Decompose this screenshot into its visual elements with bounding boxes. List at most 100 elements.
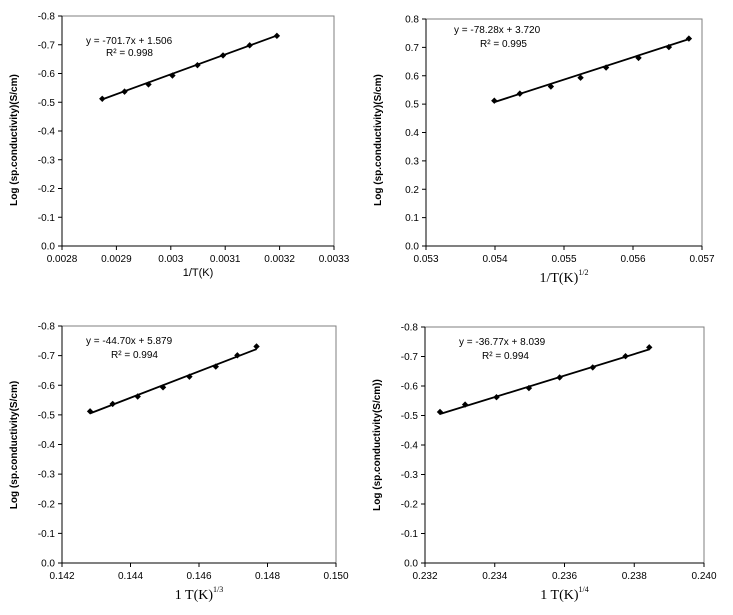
- data-point: [622, 353, 629, 360]
- x-tick-label: 0.055: [551, 254, 576, 265]
- x-axis-label-superscript: 1/2: [578, 268, 588, 277]
- data-point: [169, 72, 176, 79]
- y-tick-label: -0.6: [38, 69, 56, 80]
- y-tick-label: -0.3: [401, 470, 419, 481]
- x-axis-label-text: 1 T(K): [540, 588, 579, 603]
- data-point: [234, 352, 241, 359]
- trendline: [89, 348, 257, 415]
- y-tick-label: -0.8: [38, 322, 56, 333]
- data-point: [461, 401, 469, 408]
- y-tick-label: 0.0: [41, 559, 55, 570]
- y-tick-label: -0.2: [38, 184, 56, 195]
- y-tick-label: -0.7: [38, 40, 56, 51]
- x-axis-label-superscript: 1/3: [213, 585, 223, 594]
- x-tick-label: 0.234: [482, 571, 507, 582]
- data-point: [212, 363, 219, 370]
- y-tick-label: -0.3: [38, 155, 56, 166]
- y-tick-label: 0.5: [405, 100, 419, 111]
- x-tick-label: 0.0031: [210, 254, 241, 265]
- x-tick-label: 0.240: [691, 571, 716, 582]
- y-tick-label: -0.8: [401, 323, 419, 334]
- y-tick-label: -0.1: [38, 213, 56, 224]
- y-tick-label: -0.5: [401, 411, 419, 422]
- y-axis-label: Log (sp.conductivity)(S/cm): [373, 74, 384, 206]
- data-point: [121, 88, 128, 95]
- x-tick-label: 0.053: [413, 254, 438, 265]
- data-point: [186, 373, 193, 380]
- data-point: [145, 81, 152, 88]
- x-axis-label-superscript: 1/4: [579, 585, 589, 594]
- x-tick-label: 0.150: [323, 571, 348, 582]
- x-tick-label: 0.232: [412, 571, 437, 582]
- y-tick-label: -0.4: [38, 440, 56, 451]
- data-point: [602, 64, 610, 71]
- y-tick-label: -0.5: [38, 410, 56, 421]
- y-tick-label: 0.0: [405, 242, 419, 253]
- data-point: [246, 42, 253, 49]
- x-tick-label: 0.0032: [264, 254, 295, 265]
- x-axis-label: 1 T(K)1/3: [175, 585, 223, 603]
- fit-equation: y = -44.70x + 5.879: [86, 336, 173, 347]
- data-point: [547, 83, 555, 90]
- y-axis-label: Log (sp.conductivity(S/cm): [9, 381, 20, 509]
- r-squared: R² = 0.995: [480, 39, 527, 50]
- y-tick-label: 0.6: [405, 71, 419, 82]
- data-point: [556, 374, 563, 381]
- y-tick-label: -0.2: [38, 499, 56, 510]
- y-axis-label: Log (sp.conductivity)(S/cm): [9, 74, 20, 206]
- data-point: [99, 95, 106, 102]
- r-squared: R² = 0.994: [482, 351, 529, 362]
- x-axis-label-text: 1 T(K): [175, 588, 214, 603]
- data-point: [436, 408, 444, 416]
- y-tick-label: -0.1: [38, 529, 56, 540]
- data-point: [273, 32, 281, 40]
- data-point: [516, 90, 524, 97]
- data-point: [589, 364, 596, 371]
- x-axis-label: 1/T(K): [183, 267, 214, 279]
- x-tick-label: 0.236: [552, 571, 577, 582]
- trendline: [494, 38, 690, 103]
- y-tick-label: -0.3: [38, 470, 56, 481]
- y-tick-label: -0.1: [401, 529, 419, 540]
- data-point: [159, 384, 167, 391]
- data-point: [577, 74, 584, 81]
- x-axis-label: 1/T(K)1/2: [539, 268, 588, 286]
- x-tick-label: 0.0029: [101, 254, 132, 265]
- r-squared: R² = 0.994: [111, 350, 158, 361]
- y-tick-label: -0.6: [38, 381, 56, 392]
- x-tick-label: 0.148: [255, 571, 280, 582]
- data-point: [525, 384, 533, 392]
- x-tick-label: 0.0028: [47, 254, 78, 265]
- y-tick-label: -0.7: [401, 352, 419, 363]
- data-point: [493, 394, 500, 401]
- r-squared: R² = 0.998: [106, 48, 153, 59]
- data-point: [635, 54, 642, 62]
- data-point: [665, 43, 673, 51]
- y-tick-label: 0.1: [405, 213, 419, 224]
- x-tick-label: 0.057: [689, 254, 714, 265]
- data-point: [685, 35, 693, 42]
- y-axis-label: Log (sp.conductivity(S/cm)): [372, 379, 383, 511]
- x-axis-label-text: 1/T(K): [539, 271, 578, 286]
- x-tick-label: 0.238: [622, 571, 647, 582]
- y-tick-label: -0.4: [38, 127, 56, 138]
- y-tick-label: 0.3: [405, 156, 419, 167]
- trendline: [439, 348, 650, 415]
- data-point: [109, 400, 116, 408]
- y-tick-label: 0.0: [404, 559, 418, 570]
- x-tick-label: 0.054: [482, 254, 507, 265]
- x-tick-label: 0.146: [186, 571, 211, 582]
- plot-area-border: [424, 326, 705, 564]
- data-point: [86, 408, 94, 415]
- y-tick-label: -0.7: [38, 351, 56, 362]
- fit-equation: y = -36.77x + 8.039: [459, 337, 546, 348]
- x-tick-label: 0.0033: [319, 254, 350, 265]
- data-point: [646, 344, 653, 351]
- y-tick-label: 0.7: [405, 43, 419, 54]
- y-tick-label: 0.2: [405, 185, 419, 196]
- y-tick-label: -0.6: [401, 382, 419, 393]
